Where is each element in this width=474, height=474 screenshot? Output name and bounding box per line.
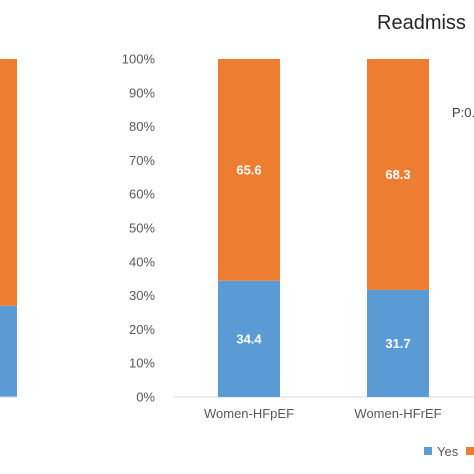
legend-label-yes: Yes: [437, 444, 459, 459]
bar-other-segment: [218, 59, 280, 281]
y-tick-label: 100%: [122, 52, 156, 67]
y-tick-label: 20%: [129, 322, 155, 337]
data-label: 34.4: [236, 331, 262, 346]
legend-swatch-other: [466, 447, 474, 455]
category-label: Women-HFpEF: [204, 406, 294, 421]
partial-left-bar-segment: [0, 305, 17, 397]
bar-yes-segment: [367, 289, 429, 397]
y-tick-label: 60%: [129, 187, 155, 202]
y-tick-label: 40%: [129, 254, 155, 269]
y-tick-label: 80%: [129, 119, 155, 134]
bar-other-segment: [367, 59, 429, 290]
partial-left-bar-segment: [0, 59, 17, 306]
category-label: Women-HFrEF: [354, 406, 441, 421]
y-tick-label: 10%: [129, 356, 155, 371]
legend-swatch-yes: [424, 447, 432, 455]
y-tick-label: 70%: [129, 153, 155, 168]
y-tick-label: 30%: [129, 288, 155, 303]
y-tick-label: 0%: [136, 390, 155, 405]
data-label: 31.7: [385, 336, 410, 351]
p-value-annotation: P:0.: [452, 105, 474, 120]
data-label: 65.6: [236, 162, 261, 177]
chart-title: Readmiss: [377, 12, 466, 34]
y-tick-label: 50%: [129, 221, 155, 236]
data-label: 68.3: [385, 167, 410, 182]
bar-yes-segment: [218, 280, 280, 397]
y-tick-label: 90%: [129, 85, 155, 100]
